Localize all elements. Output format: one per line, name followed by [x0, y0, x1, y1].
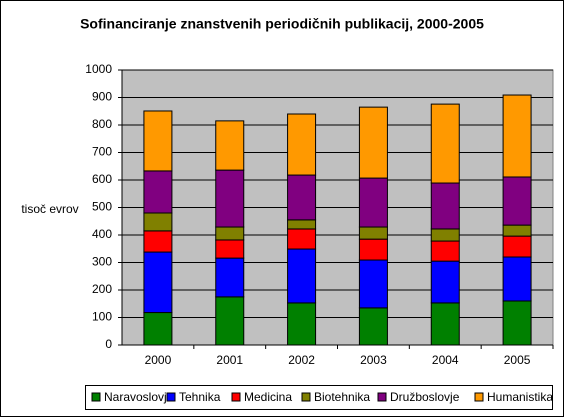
- bar-segment: [502, 235, 532, 258]
- legend-label: Medicina: [244, 390, 292, 404]
- x-tick-label: 2005: [504, 353, 531, 367]
- bar-segment: [358, 106, 388, 179]
- bar-segment: [287, 219, 317, 230]
- bar-segment: [430, 228, 460, 242]
- bar-segment: [215, 226, 245, 241]
- legend-label: Humanistika: [487, 390, 553, 404]
- bar-segment: [358, 226, 388, 240]
- bar-segment: [287, 302, 317, 346]
- bar-segment: [358, 307, 388, 346]
- legend-swatch: [474, 392, 484, 402]
- bar-segment: [143, 170, 173, 214]
- y-tick-label: 700: [92, 145, 112, 159]
- bar-segment: [430, 182, 460, 230]
- bar-segment: [502, 300, 532, 346]
- x-tick-label: 2001: [216, 353, 243, 367]
- bar-segment: [502, 256, 532, 302]
- bar-segment: [215, 296, 245, 346]
- bar-segment: [502, 176, 532, 226]
- legend-swatch: [91, 392, 101, 402]
- bar-segment: [215, 169, 245, 228]
- bar-segment: [287, 228, 317, 250]
- bar-segment: [502, 224, 532, 237]
- x-tick-label: 2003: [360, 353, 387, 367]
- y-tick-label: 1000: [85, 62, 112, 76]
- bar-segment: [287, 174, 317, 221]
- y-tick-label: 200: [92, 282, 112, 296]
- y-tick-label: 600: [92, 172, 112, 186]
- legend-label: Tehnika: [179, 390, 221, 404]
- bar-segment: [143, 312, 173, 346]
- bar-segment: [143, 251, 173, 314]
- bar-segment: [502, 94, 532, 178]
- bar-segment: [430, 260, 460, 304]
- legend-swatch: [166, 392, 176, 402]
- bar-segment: [215, 239, 245, 259]
- bar-segment: [358, 259, 388, 309]
- bar-segment: [358, 238, 388, 261]
- legend-label: Naravoslovje: [104, 390, 174, 404]
- bar-segment: [215, 257, 245, 298]
- legend-swatch: [377, 392, 387, 402]
- bar-segment: [287, 113, 317, 176]
- bar-segment: [143, 230, 173, 253]
- y-tick-label: 100: [92, 310, 112, 324]
- x-tick-label: 2002: [288, 353, 315, 367]
- legend-label: Biotehnika: [314, 390, 370, 404]
- y-tick-label: 900: [92, 90, 112, 104]
- bar-segment: [143, 212, 173, 232]
- chart-title: Sofinanciranje znanstvenih periodičnih p…: [80, 16, 484, 32]
- x-tick-label: 2000: [145, 353, 172, 367]
- y-tick-label: 300: [92, 255, 112, 269]
- y-axis-label: tisoč evrov: [21, 202, 78, 216]
- bar-segment: [430, 103, 460, 184]
- y-tick-label: 800: [92, 117, 112, 131]
- bar-segment: [430, 302, 460, 346]
- legend-swatch: [231, 392, 241, 402]
- bar-segment: [287, 248, 317, 304]
- bar-segment: [143, 110, 173, 172]
- bar-segment: [430, 240, 460, 262]
- y-tick-label: 400: [92, 227, 112, 241]
- y-tick-label: 0: [105, 337, 112, 351]
- legend-swatch: [301, 392, 311, 402]
- bar-segment: [358, 177, 388, 228]
- x-tick-label: 2004: [432, 353, 459, 367]
- bar-segment: [215, 120, 245, 171]
- legend-label: Družboslovje: [390, 390, 460, 404]
- y-tick-label: 500: [92, 200, 112, 214]
